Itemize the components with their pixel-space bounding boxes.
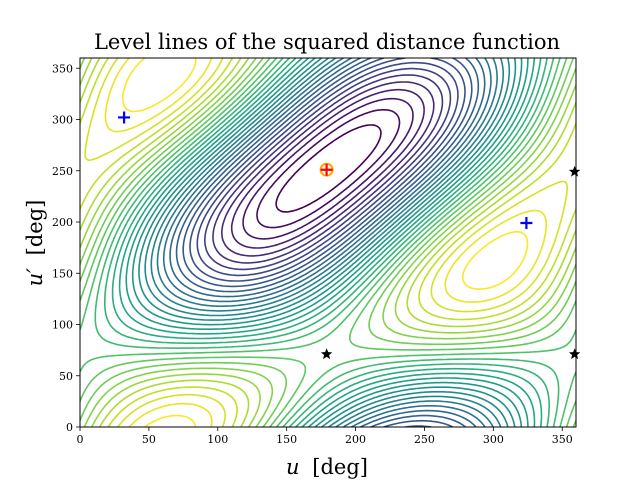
y-axis-variable: u′ [23,268,47,287]
contour-line [256,108,401,229]
contour-line [230,88,425,249]
x-axis-label: u [deg] [286,455,368,479]
chart-title: Level lines of the squared distance func… [94,30,560,54]
y-tick-label: 200 [52,216,73,229]
y-axis-ticks: 0 50 100 150 200 250 300 350 [52,62,80,434]
contour-line [80,58,576,427]
x-tick-label: 0 [77,433,84,446]
y-tick-label: 150 [52,267,73,280]
y-tick-label: 50 [59,370,73,383]
y-tick-label: 0 [66,421,73,434]
y-tick-label: 100 [52,319,73,332]
contour-line [80,58,576,427]
y-tick-label: 250 [52,165,73,178]
contour-line [221,81,435,257]
blue-plus-marker [520,217,533,230]
contour-line [144,58,511,427]
x-tick-label: 150 [276,433,297,446]
x-tick-label: 250 [414,433,435,446]
blue-plus-marker [118,111,131,124]
y-tick-label: 350 [52,62,73,75]
black-star-marker [568,348,581,360]
contour-line [204,67,452,271]
contour-line [80,58,576,427]
contour-line [80,58,576,427]
x-tick-label: 350 [552,433,573,446]
contour-line [80,58,576,427]
black-star-marker [320,348,333,360]
x-tick-label: 200 [345,433,366,446]
y-tick-label: 300 [52,114,73,127]
contour-line [242,97,414,240]
x-tick-label: 300 [483,433,504,446]
contour-line [275,124,382,213]
contour-line [196,61,459,277]
contour-line [111,58,543,427]
y-axis-unit: [deg] [23,200,47,256]
black-star-marker [568,165,581,177]
contour-line [80,58,576,427]
red-plus-marker [320,163,333,176]
y-axis-label: u′ [deg] [23,200,47,287]
x-tick-label: 50 [142,433,156,446]
x-axis-unit: [deg] [312,455,368,479]
contour-line [131,58,523,427]
x-tick-label: 100 [207,433,228,446]
contour-line [212,74,444,264]
markers [118,111,581,360]
plot-frame [79,57,577,428]
x-axis-variable: u [286,455,300,479]
x-axis-ticks: 0 50 100 150 200 250 300 350 [77,427,573,446]
